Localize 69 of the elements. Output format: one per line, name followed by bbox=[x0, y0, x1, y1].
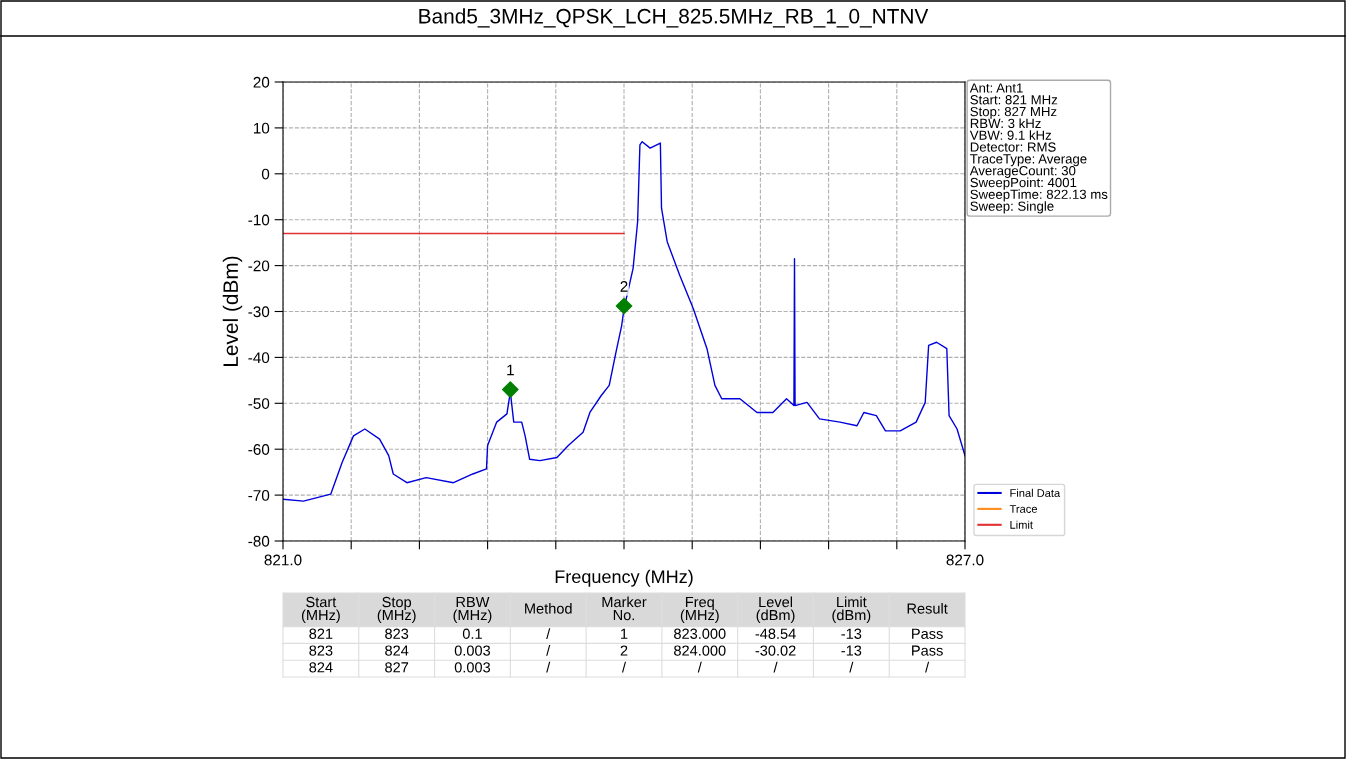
y-tick-label: -50 bbox=[248, 398, 270, 409]
text: -30.02 bbox=[755, 645, 796, 656]
text: / bbox=[621, 661, 627, 673]
y-tick-label: -40 bbox=[248, 352, 270, 364]
x-axis-title: Frequency (MHz) bbox=[555, 569, 693, 587]
legend-label: Limit bbox=[1010, 520, 1033, 529]
text: 821 bbox=[309, 628, 333, 639]
text: -13 bbox=[841, 645, 862, 656]
text: / bbox=[849, 661, 854, 673]
text: SweepTime: 822.13 ms bbox=[970, 189, 1108, 202]
y-tick-label: -10 bbox=[248, 214, 270, 226]
text: / bbox=[546, 645, 551, 656]
y-tick-label: 20 bbox=[253, 76, 270, 88]
text: Sweep: Single bbox=[970, 201, 1054, 214]
text: / bbox=[546, 628, 551, 639]
text: RBW: 3 kHz bbox=[970, 118, 1041, 129]
text: TraceType: Average bbox=[970, 154, 1087, 167]
category-label: Method bbox=[525, 603, 572, 614]
category-label: RBW (MHz) bbox=[453, 597, 492, 624]
text: 824 bbox=[385, 645, 409, 656]
text: 824 bbox=[309, 662, 333, 673]
text: 1 bbox=[621, 628, 628, 639]
annotation: 2 bbox=[620, 281, 628, 292]
text: 0.1 bbox=[462, 628, 482, 639]
text: 2 bbox=[620, 645, 628, 656]
category-label: Stop (MHz) bbox=[377, 596, 416, 624]
text: -13 bbox=[841, 628, 862, 639]
category-label: Freq (MHz) bbox=[680, 597, 719, 624]
text: / bbox=[697, 661, 702, 673]
y-tick-label: -20 bbox=[248, 260, 270, 272]
y-tick-label: -80 bbox=[248, 535, 270, 547]
text: / bbox=[546, 661, 551, 673]
text: Start: 821 MHz bbox=[970, 95, 1058, 105]
text: / bbox=[925, 661, 930, 673]
category-label: Marker No. bbox=[602, 596, 647, 621]
text: 823.000 bbox=[674, 628, 726, 639]
text: VBW: 9.1 kHz bbox=[969, 130, 1051, 140]
category-label: Limit (dBm) bbox=[832, 596, 871, 624]
text: 823 bbox=[385, 628, 409, 639]
text: Pass bbox=[912, 645, 943, 656]
category-label: Start (MHz) bbox=[301, 596, 340, 624]
line-series bbox=[283, 140, 965, 502]
text: 0.003 bbox=[454, 645, 491, 656]
text: 823 bbox=[309, 645, 333, 656]
text: Stop: 827 MHz bbox=[970, 106, 1057, 119]
text: SweepPoint: 4001 bbox=[970, 177, 1077, 190]
y-axis-title: Level (dBm) bbox=[222, 256, 243, 366]
text: Pass bbox=[912, 628, 943, 639]
y-tick-label: 0 bbox=[261, 168, 270, 180]
category-label: Level (dBm) bbox=[756, 596, 795, 624]
text: AverageCount: 30 bbox=[969, 166, 1076, 178]
y-tick-label: -30 bbox=[248, 306, 270, 318]
legend-label: Trace bbox=[1009, 505, 1038, 513]
text: 0.003 bbox=[454, 662, 491, 673]
annotation: 1 bbox=[507, 364, 514, 376]
text: 827 bbox=[385, 662, 409, 673]
text: Ant: Ant1 bbox=[969, 83, 1023, 93]
x-tick-label: 821.0 bbox=[264, 554, 302, 566]
y-tick-label: -70 bbox=[248, 489, 270, 501]
x-tick-label: 827.0 bbox=[946, 554, 984, 566]
y-tick-label: 10 bbox=[253, 122, 270, 134]
category-label: Result bbox=[907, 603, 948, 614]
text: / bbox=[773, 661, 778, 673]
text: Detector: RMS bbox=[970, 142, 1056, 152]
y-tick-label: -60 bbox=[248, 444, 270, 455]
text: -48.54 bbox=[755, 628, 796, 639]
legend-label: Final Data bbox=[1010, 488, 1061, 497]
chart-title: Band5_3MHz_QPSK_LCH_825.5MHz_RB_1_0_NTNV bbox=[419, 8, 929, 28]
text: 824.000 bbox=[674, 645, 726, 656]
